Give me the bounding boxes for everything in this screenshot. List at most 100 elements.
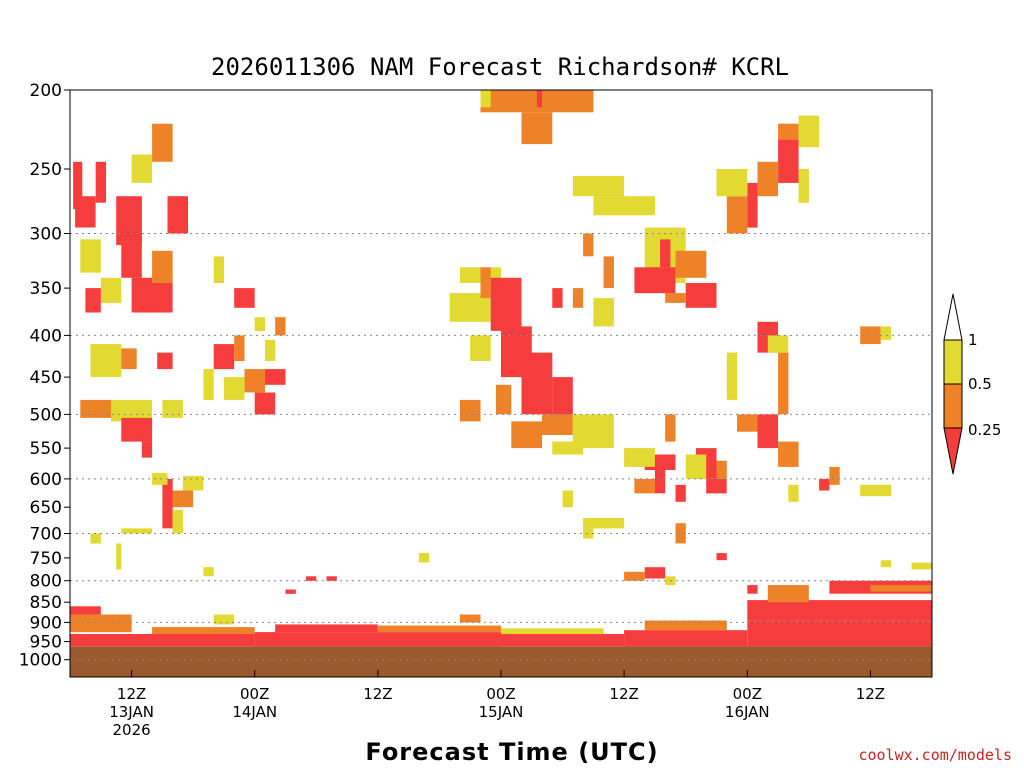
color-legend: 1 0.5 0.25 <box>943 293 1001 475</box>
richardson-cell <box>152 627 255 634</box>
richardson-cell <box>716 460 727 479</box>
x-tick-label: 00Z <box>486 685 515 703</box>
richardson-cell <box>860 484 891 497</box>
richardson-cell <box>172 509 183 534</box>
richardson-cell <box>829 466 840 485</box>
richardson-cell <box>747 600 932 621</box>
richardson-cell <box>490 277 522 331</box>
richardson-cell <box>747 182 758 228</box>
x-tick-label: 15JAN <box>479 703 524 721</box>
richardson-cell <box>747 620 932 647</box>
richardson-cell <box>552 377 573 415</box>
richardson-cell <box>213 614 235 625</box>
richardson-cell <box>634 478 655 494</box>
richardson-cell <box>716 553 727 561</box>
legend-swatch-mid <box>943 383 963 429</box>
richardson-cell <box>685 454 707 479</box>
richardson-cell <box>162 399 183 418</box>
richardson-cell <box>501 628 604 635</box>
richardson-cell <box>757 161 778 197</box>
x-tick-label: 12Z <box>363 685 392 703</box>
x-axis-label: Forecast Time (UTC) <box>365 738 658 766</box>
y-tick-label: 750 <box>30 549 62 569</box>
y-tick-label: 900 <box>30 613 62 633</box>
richardson-cell <box>182 475 204 491</box>
richardson-cell <box>460 399 481 422</box>
richardson-cell <box>100 277 122 303</box>
richardson-cell <box>624 630 748 647</box>
y-tick-label: 350 <box>30 279 62 299</box>
richardson-cell <box>152 123 173 162</box>
richardson-cell <box>788 484 799 502</box>
richardson-cell <box>70 614 132 633</box>
richardson-cell <box>593 298 614 327</box>
richardson-cell <box>275 317 286 336</box>
x-tick-label: 2026 <box>113 721 151 739</box>
y-tick-label: 600 <box>30 470 62 490</box>
y-tick-label: 650 <box>30 498 62 518</box>
y-tick-label: 450 <box>30 368 62 388</box>
richardson-cell <box>234 335 245 361</box>
richardson-cell <box>511 421 543 449</box>
richardson-cell <box>767 335 789 353</box>
richardson-cell <box>116 543 122 570</box>
richardson-cell <box>778 123 799 140</box>
richardson-cell <box>111 399 152 422</box>
richardson-cell <box>583 518 625 529</box>
x-tick-label: 14JAN <box>232 703 277 721</box>
richardson-cell <box>583 528 594 539</box>
richardson-cell <box>495 384 512 415</box>
richardson-cell <box>726 352 738 400</box>
richardson-cell <box>542 414 573 435</box>
x-tick-label: 00Z <box>240 685 269 703</box>
richardson-cell <box>80 239 101 273</box>
x-tick-label: 16JAN <box>725 703 770 721</box>
richardson-cell <box>470 335 491 361</box>
richardson-cell <box>685 283 717 308</box>
richardson-cell <box>572 288 584 308</box>
richardson-cell <box>265 369 286 385</box>
richardson-cell <box>85 288 101 313</box>
richardson-cell <box>75 196 96 228</box>
richardson-cell <box>326 576 337 581</box>
y-tick-label: 400 <box>30 326 62 346</box>
richardson-cell <box>141 441 153 458</box>
x-tick-label: 12Z <box>117 685 146 703</box>
x-tick-label: 00Z <box>733 685 762 703</box>
richardson-cell <box>90 533 101 544</box>
richardson-cell <box>90 344 122 378</box>
richardson-cell <box>480 90 491 108</box>
richardson-cell <box>778 139 799 183</box>
richardson-cell <box>778 441 799 467</box>
richardson-cell <box>285 589 296 594</box>
richardson-cell <box>244 369 265 393</box>
legend-label: 0.5 <box>968 375 992 393</box>
y-tick-label: 800 <box>30 572 62 592</box>
richardson-cell <box>778 352 789 415</box>
richardson-cell <box>460 614 481 623</box>
richardson-cell <box>634 267 676 294</box>
richardson-cell <box>737 414 758 432</box>
y-tick-label: 300 <box>30 225 62 245</box>
richardson-cell <box>675 484 686 502</box>
y-tick-label: 550 <box>30 439 62 459</box>
richardson-cell <box>706 478 727 494</box>
richardson-cell <box>121 528 153 534</box>
richardson-cell <box>203 369 214 400</box>
x-tick-label: 12Z <box>609 685 638 703</box>
richardson-cell <box>798 169 809 203</box>
richardson-cell <box>70 634 255 647</box>
y-tick-label: 950 <box>30 633 62 653</box>
credit-text: coolwx.com/models <box>858 746 1012 764</box>
richardson-cell <box>870 585 932 592</box>
richardson-cell <box>798 115 820 148</box>
richardson-cell <box>223 377 245 400</box>
legend-label: 0.25 <box>968 421 1001 439</box>
richardson-cell <box>552 288 563 308</box>
richardson-cell <box>593 196 655 216</box>
richardson-cell <box>675 250 707 278</box>
legend-bottom-arrow <box>943 427 963 475</box>
richardson-cell <box>644 567 666 579</box>
richardson-cell <box>757 414 778 449</box>
